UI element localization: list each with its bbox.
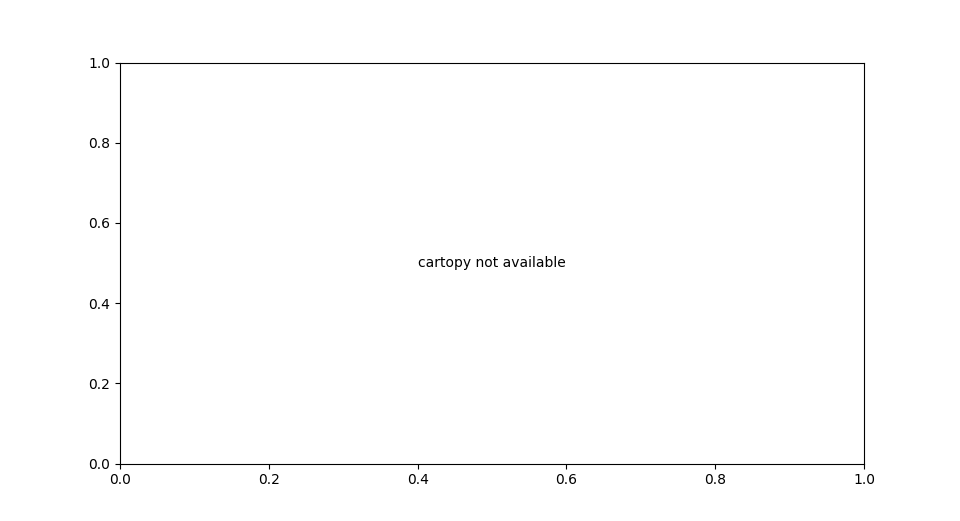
Text: cartopy not available: cartopy not available <box>419 256 565 270</box>
